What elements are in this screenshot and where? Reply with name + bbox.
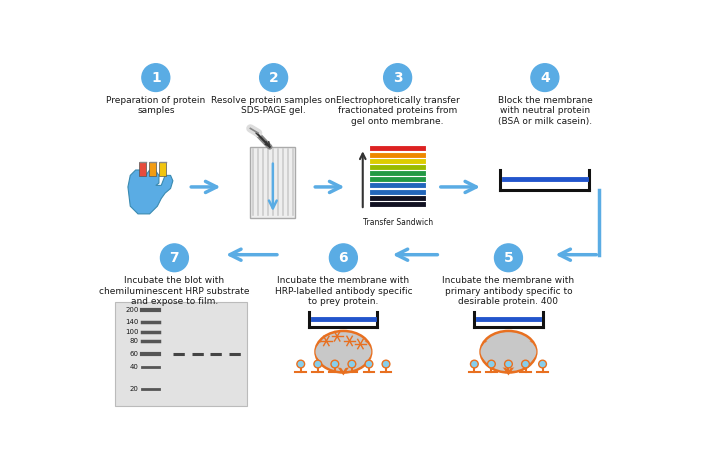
- Text: 2: 2: [268, 71, 278, 85]
- Text: 80: 80: [130, 338, 139, 344]
- Text: 3: 3: [393, 71, 402, 85]
- Circle shape: [505, 360, 512, 368]
- Ellipse shape: [315, 336, 372, 368]
- Circle shape: [142, 64, 170, 92]
- Ellipse shape: [315, 331, 372, 373]
- Ellipse shape: [481, 336, 536, 368]
- FancyBboxPatch shape: [139, 163, 146, 176]
- Text: 60: 60: [130, 351, 139, 357]
- Circle shape: [382, 360, 390, 368]
- Text: 140: 140: [125, 318, 139, 325]
- Text: 100: 100: [125, 329, 139, 335]
- Circle shape: [329, 244, 358, 272]
- Circle shape: [538, 360, 546, 368]
- Text: Incubate the membrane with
primary antibody specific to
desirable protein. 400: Incubate the membrane with primary antib…: [442, 276, 575, 306]
- Text: 6: 6: [339, 251, 348, 265]
- Text: Incubate the blot with
chemiluminescent HRP substrate
and expose to film.: Incubate the blot with chemiluminescent …: [99, 276, 250, 306]
- FancyBboxPatch shape: [159, 163, 166, 176]
- Text: 40: 40: [130, 364, 139, 370]
- Circle shape: [487, 360, 496, 368]
- Circle shape: [531, 64, 559, 92]
- Circle shape: [494, 244, 522, 272]
- Text: 20: 20: [130, 386, 139, 392]
- FancyBboxPatch shape: [115, 303, 247, 406]
- Circle shape: [161, 244, 189, 272]
- Circle shape: [259, 64, 287, 92]
- Text: 1: 1: [151, 71, 161, 85]
- Circle shape: [331, 360, 339, 368]
- Text: Transfer Sandwich: Transfer Sandwich: [362, 218, 433, 227]
- Ellipse shape: [481, 331, 536, 373]
- Circle shape: [383, 64, 411, 92]
- Text: Resolve protein samples on
SDS-PAGE gel.: Resolve protein samples on SDS-PAGE gel.: [211, 96, 336, 115]
- Text: Electrophoretically transfer
fractionated proteins from
gel onto membrane.: Electrophoretically transfer fractionate…: [336, 96, 459, 126]
- Circle shape: [314, 360, 322, 368]
- Polygon shape: [322, 342, 365, 373]
- FancyBboxPatch shape: [149, 163, 156, 176]
- Circle shape: [365, 360, 373, 368]
- Text: 200: 200: [125, 307, 139, 313]
- Text: 7: 7: [170, 251, 179, 265]
- Circle shape: [522, 360, 529, 368]
- Text: Preparation of protein
samples: Preparation of protein samples: [106, 96, 205, 115]
- FancyBboxPatch shape: [250, 147, 295, 218]
- Text: 5: 5: [503, 251, 513, 265]
- Text: 4: 4: [540, 71, 550, 85]
- Circle shape: [470, 360, 478, 368]
- Text: Incubate the membrane with
HRP-labelled antibody specific
to prey protein.: Incubate the membrane with HRP-labelled …: [275, 276, 412, 306]
- Circle shape: [348, 360, 356, 368]
- Circle shape: [297, 360, 305, 368]
- Polygon shape: [486, 342, 530, 373]
- Polygon shape: [128, 170, 173, 214]
- Text: Block the membrane
with neutral protein
(BSA or milk casein).: Block the membrane with neutral protein …: [498, 96, 592, 126]
